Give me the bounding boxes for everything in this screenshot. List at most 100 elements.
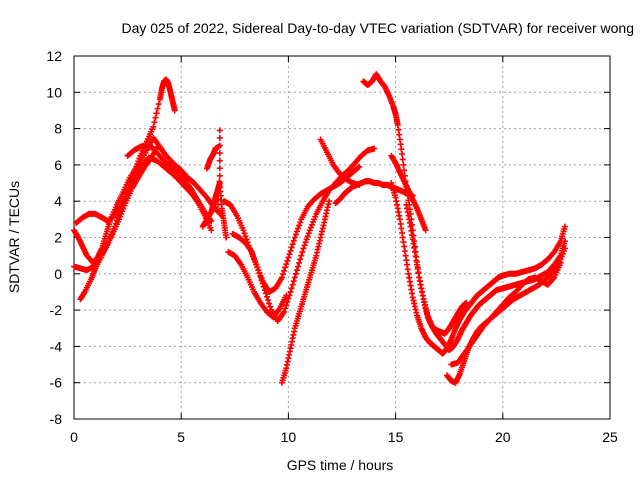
grid-layer <box>74 56 610 419</box>
data-point <box>293 267 300 274</box>
data-point <box>561 223 568 230</box>
data-point <box>289 281 296 288</box>
series-arc-11 <box>225 249 290 321</box>
data-point <box>257 273 264 280</box>
data-point <box>258 277 265 284</box>
data-point <box>153 110 160 117</box>
x-tick-label: 5 <box>177 429 185 445</box>
data-point <box>252 258 259 265</box>
data-point <box>216 142 223 149</box>
data-point <box>278 274 285 281</box>
data-point <box>298 252 305 259</box>
data-point <box>259 280 266 287</box>
data-point <box>242 233 249 240</box>
data-point <box>283 292 290 299</box>
data-point <box>214 207 221 214</box>
y-tick-label: 6 <box>54 157 62 173</box>
data-point <box>266 300 273 307</box>
y-tick-label: -8 <box>50 411 63 427</box>
series-arc-8 <box>214 127 223 214</box>
data-point <box>128 175 135 182</box>
series-arc-17 <box>403 201 568 354</box>
data-point <box>216 178 223 185</box>
data-point <box>290 278 297 285</box>
data-point <box>154 105 161 112</box>
y-tick-label: 2 <box>54 230 62 246</box>
data-point <box>241 230 248 237</box>
data-point <box>223 234 230 241</box>
y-tick-label: 0 <box>54 266 62 282</box>
data-point <box>215 190 222 197</box>
data-point <box>215 201 222 208</box>
y-tick-label: 12 <box>46 48 62 64</box>
data-point <box>282 264 289 271</box>
data-point <box>254 264 261 271</box>
series-arc-9 <box>221 163 363 295</box>
data-point <box>267 303 274 310</box>
data-point <box>155 101 162 108</box>
data-point <box>287 247 294 254</box>
data-point <box>296 222 303 229</box>
y-tick-label: 10 <box>46 84 62 100</box>
data-point <box>154 143 161 150</box>
data-point <box>255 267 262 274</box>
data-point <box>399 156 406 163</box>
data-point <box>297 256 304 263</box>
data-point <box>240 227 247 234</box>
data-point <box>300 245 307 252</box>
data-point <box>253 261 260 268</box>
series-arc-4 <box>71 143 161 274</box>
data-point <box>152 114 159 121</box>
data-point <box>127 178 134 185</box>
x-tick-label: 15 <box>388 429 404 445</box>
data-point <box>285 254 292 261</box>
data-point <box>304 233 311 240</box>
data-point <box>288 285 295 292</box>
data-point <box>356 163 363 170</box>
data-point <box>371 145 378 152</box>
data-point <box>561 245 568 252</box>
ticks-layer: 0 5 10 15 20 25 -8 -6 -4 -2 0 2 4 6 8 10 12 <box>46 48 618 445</box>
data-point <box>326 198 333 205</box>
data-point <box>297 219 304 226</box>
y-tick-label: -6 <box>50 375 63 391</box>
data-point <box>208 218 215 225</box>
y-tick-label: -2 <box>50 302 63 318</box>
data-point <box>355 164 362 171</box>
data-point <box>216 134 223 141</box>
data-point <box>251 255 258 262</box>
data-point <box>208 227 215 234</box>
data-point <box>295 225 302 232</box>
data-point <box>280 271 287 278</box>
data-point <box>262 290 269 297</box>
data-point <box>281 267 288 274</box>
data-point <box>248 249 255 256</box>
data-point <box>301 242 308 249</box>
data-point <box>401 167 408 174</box>
data-point <box>250 252 257 259</box>
series-arc-12 <box>278 198 333 386</box>
data-point <box>557 259 564 266</box>
data-point <box>216 184 223 191</box>
data-point <box>215 195 222 202</box>
series-arc-20 <box>388 152 429 234</box>
data-point <box>292 270 299 277</box>
data-point <box>287 288 294 295</box>
data-point <box>303 236 310 243</box>
data-point <box>263 293 270 300</box>
y-tick-label: -4 <box>50 338 63 354</box>
series-arc-19 <box>448 259 564 368</box>
data-point <box>296 259 303 266</box>
data-point <box>283 302 290 309</box>
data-point <box>302 239 309 246</box>
data-point <box>216 127 223 134</box>
data-point <box>295 263 302 270</box>
x-tick-label: 10 <box>281 429 297 445</box>
data-point <box>216 172 223 179</box>
data-point <box>216 150 223 157</box>
data-point <box>129 172 136 179</box>
data-point <box>291 274 298 281</box>
data-point <box>282 305 289 312</box>
data-point <box>293 228 300 235</box>
